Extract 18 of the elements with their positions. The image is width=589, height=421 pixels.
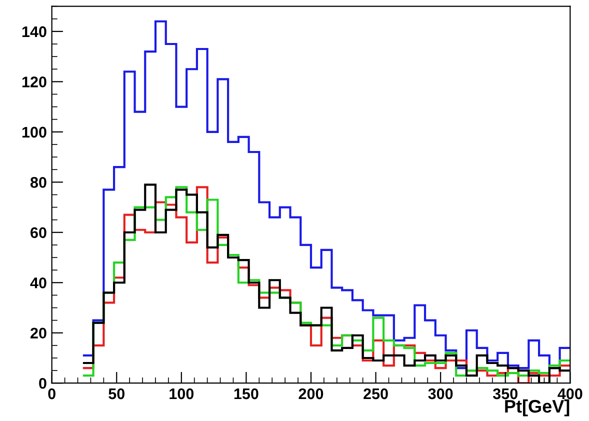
x-tick-label: 300 [428, 388, 453, 400]
y-tick-label: 60 [30, 227, 46, 238]
x-tick-label: 250 [364, 388, 388, 400]
y-tick-label: 0 [39, 378, 46, 389]
x-tick-label: 350 [492, 388, 518, 400]
y-tick-label: 40 [30, 278, 46, 288]
y-tick-label: 140 [22, 26, 46, 38]
x-tick-label: 100 [170, 388, 194, 400]
y-tick-label: 120 [22, 76, 46, 88]
x-tick-label: 400 [558, 388, 582, 400]
x-tick-label: 50 [108, 388, 124, 400]
y-tick-label: 80 [30, 177, 46, 188]
y-tick-label: 100 [22, 126, 46, 138]
y-tick-label: 20 [30, 328, 46, 339]
x-tick-label: 0 [48, 388, 56, 400]
x-axis-title: Pt[GeV] [505, 399, 570, 416]
x-tick-label: 150 [234, 388, 258, 400]
x-tick-label: 200 [298, 388, 324, 400]
